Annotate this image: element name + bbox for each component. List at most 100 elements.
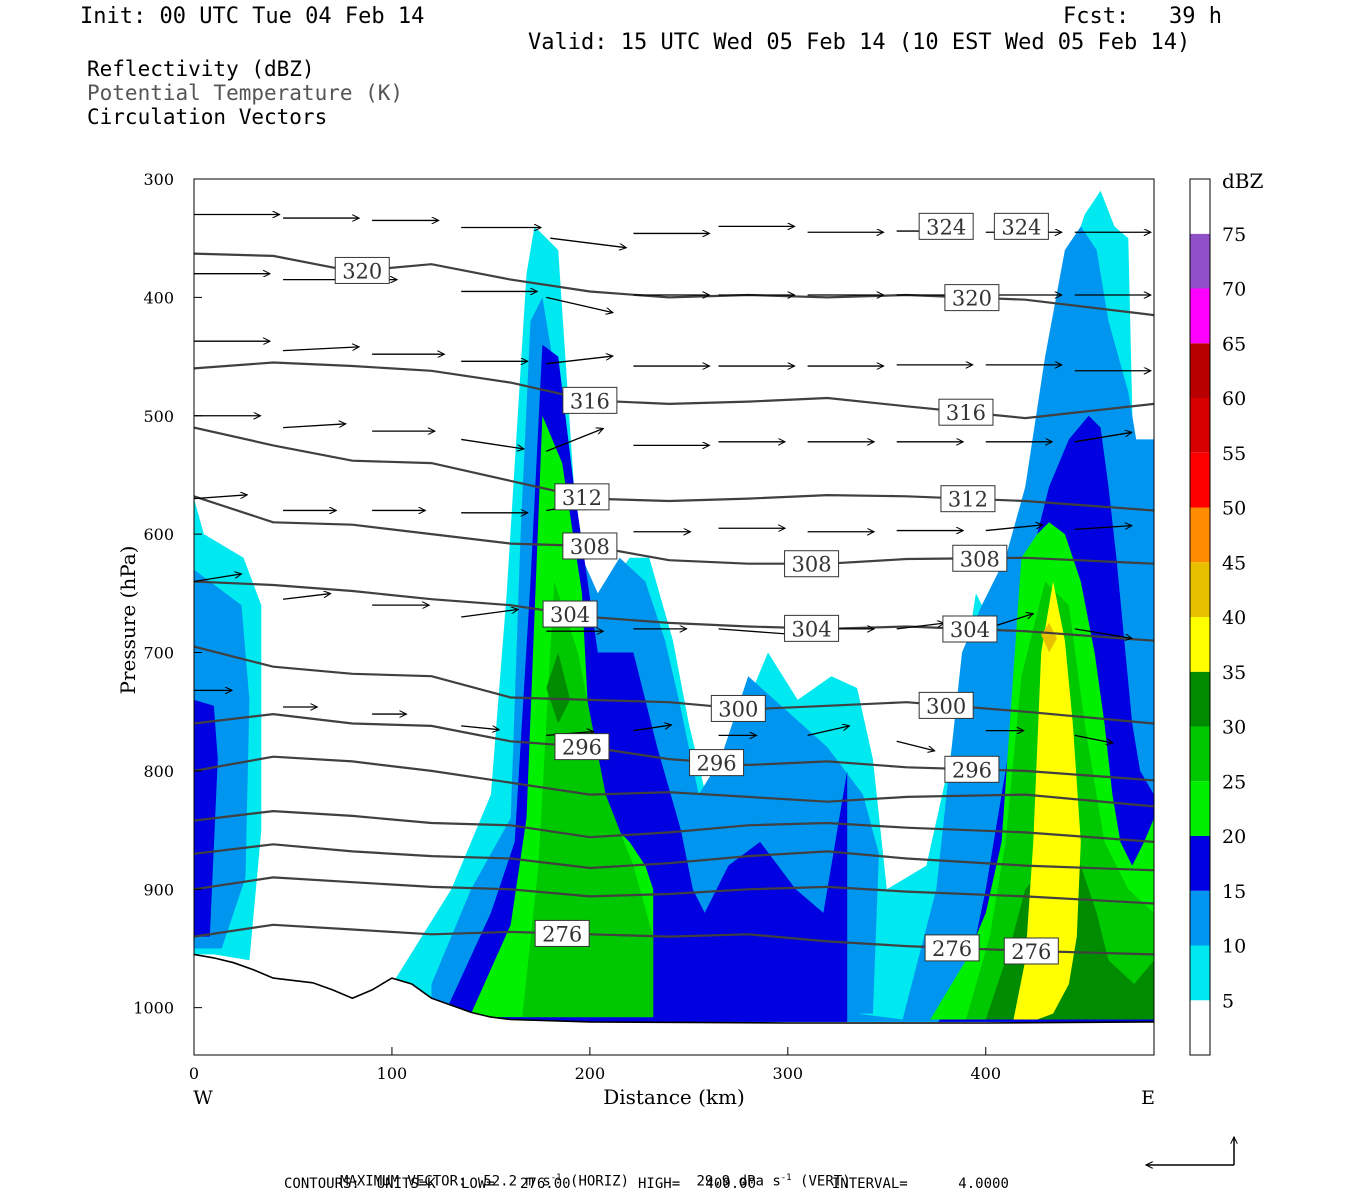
east-label: E	[1141, 1087, 1155, 1109]
contour-label-box	[542, 600, 598, 628]
theta-contour-316	[194, 361, 1154, 420]
colorbar-label: dBZ	[1222, 169, 1264, 193]
circulation-vector	[282, 594, 331, 600]
colorbar-swatch	[1190, 781, 1210, 836]
contour-label-308: 308	[570, 535, 610, 559]
reflectivity-cell-40dbz	[1041, 622, 1057, 653]
colorbar-swatch	[1190, 1000, 1210, 1055]
reflectivity-field	[194, 190, 1154, 1022]
contour-label-box	[784, 550, 840, 578]
contour-label-276: 276	[542, 922, 582, 946]
field-reflectivity: Reflectivity (dBZ)	[87, 57, 315, 81]
contour-label-304: 304	[792, 617, 832, 641]
colorbar-tick-label: 20	[1222, 826, 1246, 848]
theta-contour-288	[194, 809, 1154, 843]
circulation-vector	[1074, 628, 1132, 639]
colorbar-tick-label: 5	[1222, 990, 1234, 1012]
colorbar-tick-label: 40	[1222, 607, 1246, 629]
x-tick-label: 400	[970, 1064, 1001, 1083]
contour-label-308: 308	[960, 547, 1000, 571]
circulation-vector	[1074, 734, 1113, 743]
theta-contour-304	[194, 580, 1154, 642]
circulation-vector	[194, 574, 242, 583]
contour-label-316: 316	[946, 401, 986, 425]
contour-label-box	[562, 386, 618, 414]
colorbar-tick-label: 35	[1222, 662, 1246, 684]
west-label: W	[193, 1087, 213, 1109]
max-vert-exp: -1	[780, 1173, 792, 1183]
colorbar-tick-label: 50	[1222, 498, 1246, 520]
contour-label-box	[689, 749, 745, 777]
contour-label-324: 324	[1001, 215, 1041, 239]
colorbar-swatch	[1190, 617, 1210, 672]
circulation-vector	[283, 347, 359, 352]
max-vector-label: MAXIMUM VECTOR:	[340, 1173, 467, 1190]
contour-label-box	[938, 398, 994, 426]
circulation-vector	[896, 623, 945, 630]
contour-label-308: 308	[792, 553, 832, 577]
contour-label-box	[554, 483, 610, 511]
contour-label-300: 300	[718, 697, 758, 721]
colorbar-swatch	[1190, 398, 1210, 453]
colorbar-frame	[1189, 178, 1211, 1056]
colorbar-swatch	[1190, 452, 1210, 508]
circulation-vector	[194, 495, 247, 500]
theta-contour-296	[194, 712, 1154, 782]
contour-label-box	[942, 615, 998, 643]
colorbar-tick-label: 65	[1222, 333, 1246, 355]
contour-label-312: 312	[948, 488, 988, 512]
contour-label-box	[918, 212, 974, 240]
colorbar: 5 10 15 20 25 30 35 40 45 50 55 60 65 70 75	[1189, 178, 1246, 1056]
contour-label-296: 296	[562, 736, 602, 760]
contour-label-320: 320	[952, 287, 992, 311]
circulation-vector	[283, 424, 346, 429]
circulation-vector	[807, 726, 850, 737]
colorbar-tick-label: 30	[1222, 717, 1246, 739]
forecast-hour: Fcst: 39 h	[1063, 4, 1222, 29]
max-vert-value: 29.9 dPa s	[696, 1173, 781, 1190]
max-horiz-unit: (HORIZ)	[570, 1173, 630, 1190]
x-axis-label: Distance (km)	[603, 1085, 745, 1109]
circulation-vector	[461, 438, 524, 449]
colorbar-swatch	[1190, 726, 1210, 782]
colorbar-tick-label: 55	[1222, 443, 1246, 465]
contour-label-316: 316	[570, 389, 610, 413]
contour-labels: 324 324 320 320 316 316 312 312 308 308 308 304 304 3…	[334, 212, 1059, 965]
y-tick-label: 600	[143, 525, 174, 544]
colorbar-swatch	[1190, 562, 1210, 617]
contour-label-box	[944, 284, 1000, 312]
contour-label-320: 320	[342, 259, 382, 283]
axes: 0 100 200 300 400 300 400 500 600 700 800 900 1000	[133, 170, 1001, 1083]
field-potential-temperature: Potential Temperature (K)	[87, 81, 404, 105]
plot-frame	[193, 178, 1155, 1056]
y-tick-label: 800	[143, 762, 174, 781]
colorbar-tick-label: 70	[1222, 279, 1246, 301]
contour-label-box	[993, 212, 1049, 240]
colorbar-tick-label: 25	[1222, 771, 1246, 793]
y-axis-label: Pressure (hPa)	[116, 546, 140, 695]
colorbar-swatch	[1190, 288, 1210, 344]
reference-vector-icon	[1146, 1137, 1234, 1165]
contour-label-box	[940, 485, 996, 513]
init-time: Init: 00 UTC Tue 04 Feb 14	[80, 4, 425, 29]
contours-info: CONTOURS: UNITS=K LOW= 276.00 HIGH= 400.…	[284, 1176, 1009, 1192]
reflectivity-cell-30dbz	[546, 652, 571, 724]
colorbar-swatch	[1190, 945, 1210, 1001]
contour-label-304: 304	[550, 603, 590, 627]
x-tick-label: 100	[377, 1064, 408, 1083]
colorbar-tick-label: 10	[1222, 936, 1246, 958]
colorbar-swatch	[1190, 343, 1210, 398]
colorbar-swatch	[1190, 507, 1210, 563]
theta-contour-308	[194, 495, 1154, 565]
contour-label-276: 276	[932, 937, 972, 961]
contour-label-box	[710, 694, 766, 722]
y-tick-label: 500	[143, 407, 174, 426]
contour-label-312: 312	[562, 486, 602, 510]
circulation-vector	[546, 356, 613, 365]
theta-contour-312	[194, 426, 1154, 512]
circulation-vector	[718, 628, 795, 635]
contour-label-276: 276	[1011, 940, 1051, 964]
circulation-vector	[633, 725, 671, 732]
circulation-vector	[1074, 432, 1132, 443]
circulation-vector	[896, 740, 935, 751]
